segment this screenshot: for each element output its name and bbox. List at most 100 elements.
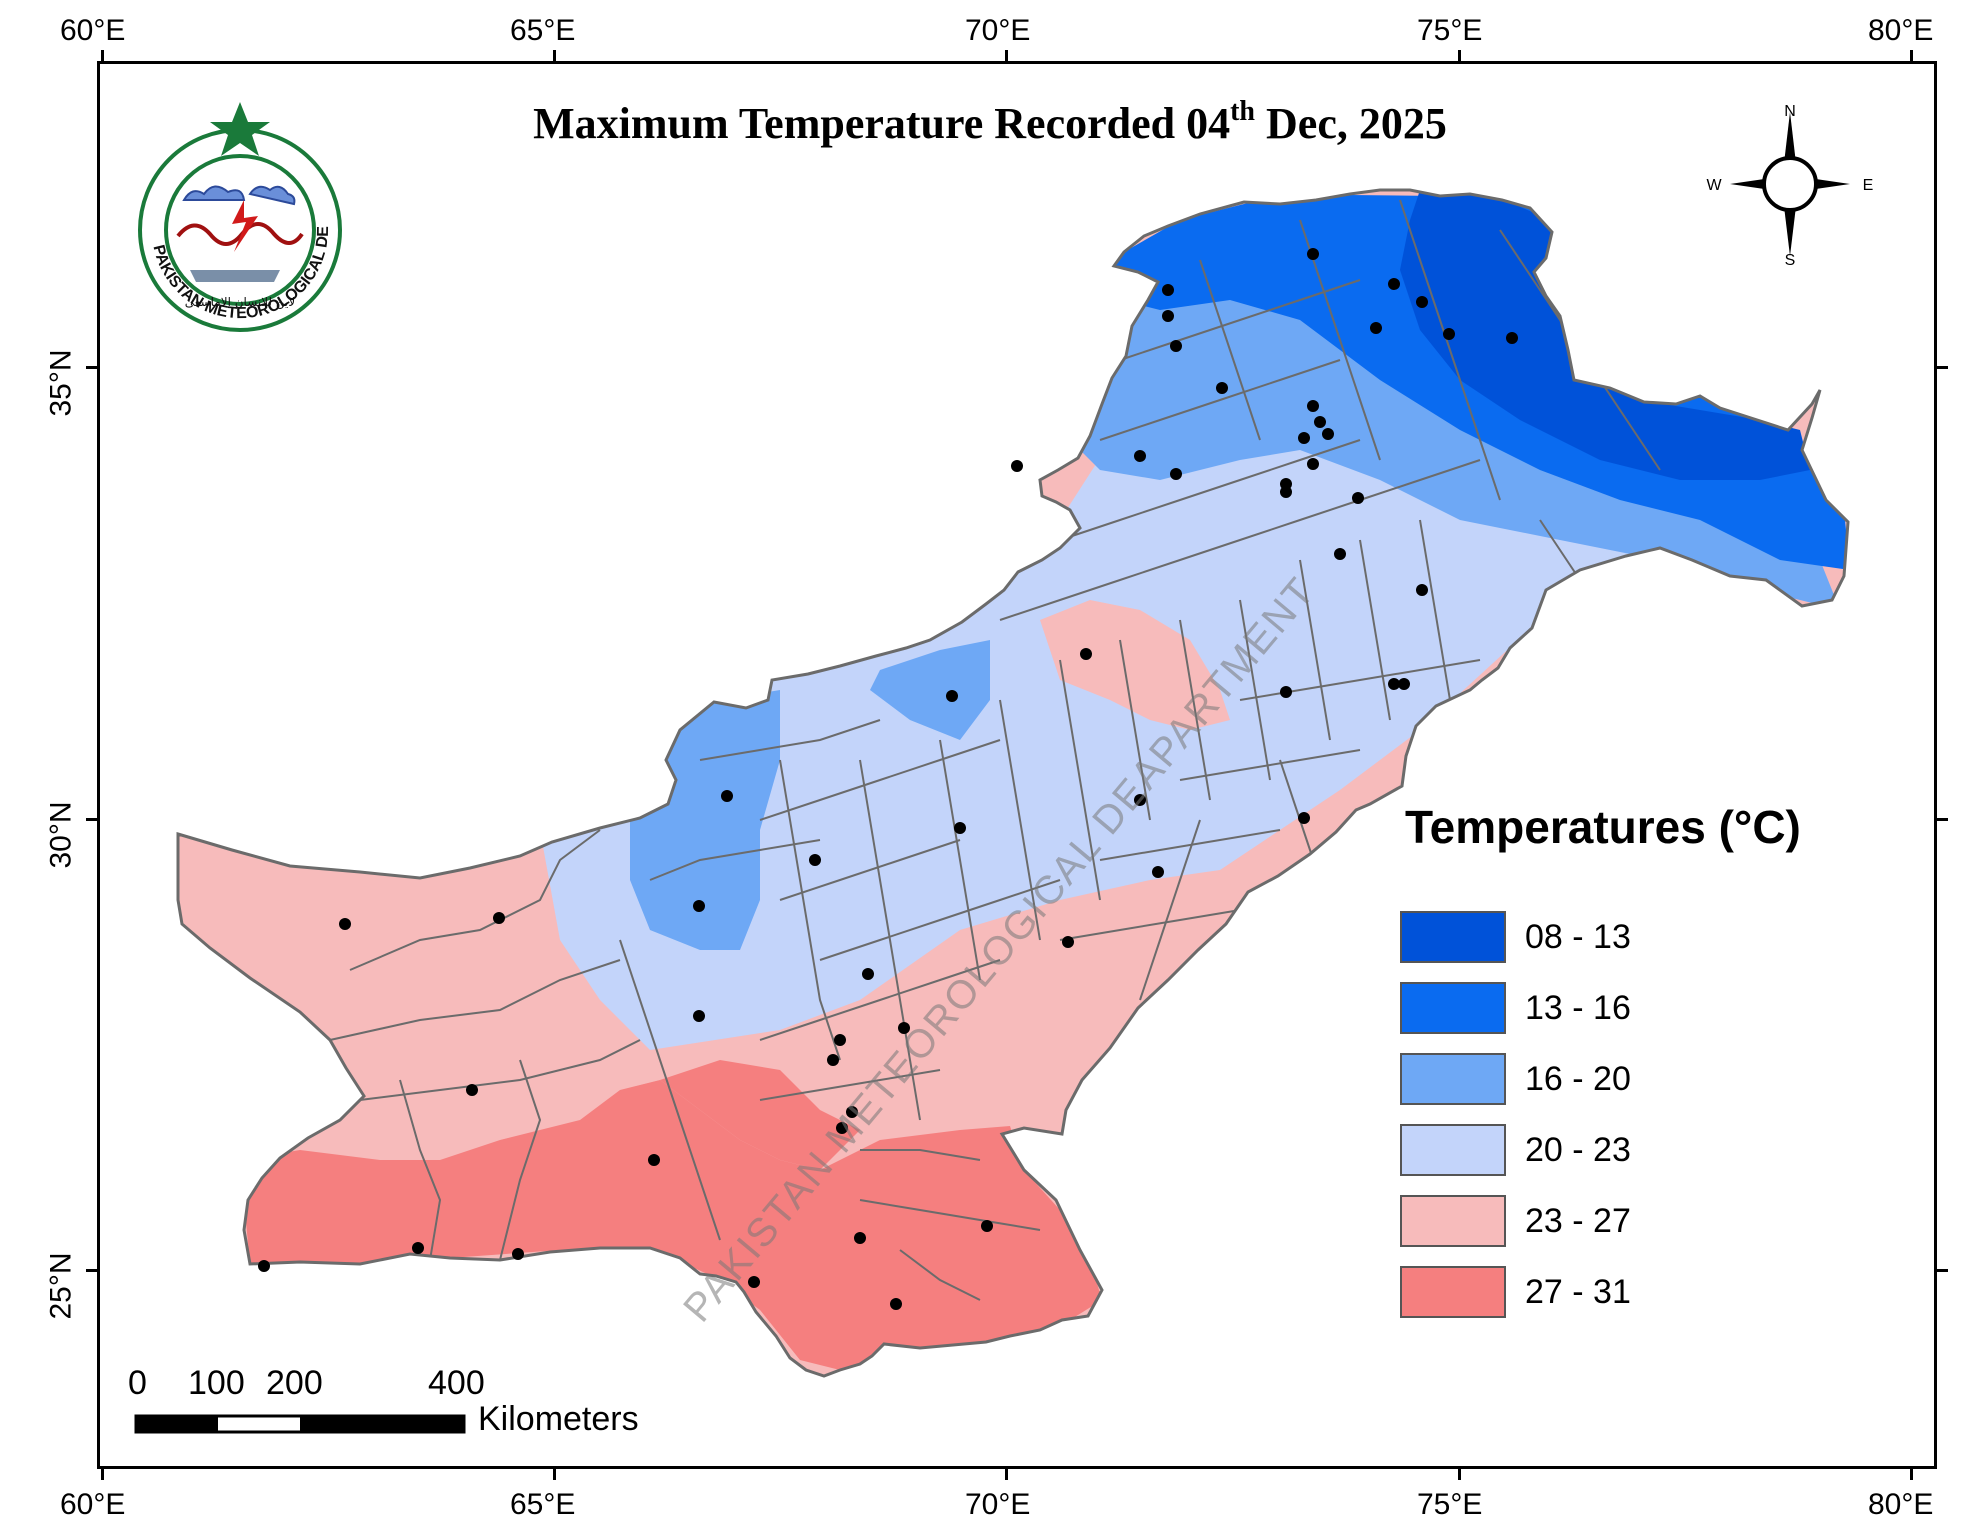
tick-mark [1936,366,1948,369]
station-marker [854,1232,866,1244]
tick-mark [1910,1468,1913,1480]
tick-mark [86,366,98,369]
scale-tick-label: 200 [266,1364,323,1402]
bottom-lon-label: 60°E [60,1488,126,1521]
legend-label: 13 - 16 [1525,989,1631,1027]
station-marker [1298,432,1310,444]
tick-mark [86,818,98,821]
tick-mark [1005,1468,1008,1480]
station-marker [827,1054,839,1066]
station-marker [1398,678,1410,690]
top-lon-label: 70°E [965,14,1031,47]
station-marker [981,1220,993,1232]
station-marker [1170,468,1182,480]
title-main-text: Maximum Temperature Recorded 04 [533,99,1231,148]
station-marker [1322,428,1334,440]
station-marker [809,854,821,866]
station-marker [846,1106,858,1118]
legend-label: 16 - 20 [1525,1060,1631,1098]
station-marker [1080,648,1092,660]
station-marker [898,1022,910,1034]
tick-mark [553,50,556,62]
scale-bar [134,1414,466,1434]
bottom-lon-label: 80°E [1868,1488,1934,1521]
pmd-logo-text: PAKISTAN METEOROLOGICAL DEPARTMENT لاین … [130,120,332,322]
tick-mark [1936,818,1948,821]
svg-text:PAKISTAN METEOROLOGICAL DEPART: PAKISTAN METEOROLOGICAL DEPARTMENT [130,120,332,322]
compass-w-label: W [1706,177,1722,194]
legend-label: 23 - 27 [1525,1202,1631,1240]
station-marker [834,1034,846,1046]
station-marker [339,918,351,930]
station-marker [1307,400,1319,412]
legend-swatch [1400,1053,1506,1105]
station-marker [721,790,733,802]
station-marker [1298,812,1310,824]
tick-mark [1936,1269,1948,1272]
tick-mark [101,1468,104,1480]
legend-label: 20 - 23 [1525,1131,1631,1169]
station-marker [1352,492,1364,504]
station-marker [1280,486,1292,498]
station-marker [1443,328,1455,340]
tick-mark [553,1468,556,1480]
pmd-logo [138,102,342,332]
bottom-lon-label: 70°E [965,1488,1031,1521]
scale-tick-label: 0 [128,1364,147,1402]
legend-swatch [1400,982,1506,1034]
station-marker [1062,936,1074,948]
station-marker [748,1276,760,1288]
north-arrow: N S W E [1706,103,1873,269]
station-marker [1506,332,1518,344]
tick-mark [1458,50,1461,62]
station-marker [1307,248,1319,260]
map-title: Maximum Temperature Recorded 04th Dec, 2… [0,96,1980,149]
legend-title: Temperatures (°C) [1405,801,1801,853]
station-marker [1162,284,1174,296]
station-marker [1416,296,1428,308]
map-frame [97,61,1937,1469]
logo-ring-text: PAKISTAN METEOROLOGICAL DEPARTMENT [130,120,332,322]
station-marker [1314,416,1326,428]
bottom-lon-label: 75°E [1417,1488,1483,1521]
tick-mark [101,50,104,62]
station-marker [512,1248,524,1260]
station-marker [1334,548,1346,560]
legend-swatch [1400,911,1506,963]
station-marker [493,912,505,924]
legend-swatch [1400,1195,1506,1247]
scale-tick-label: 400 [428,1364,485,1402]
tick-mark [86,1269,98,1272]
legend-label: 27 - 31 [1525,1273,1631,1311]
station-marker [1388,678,1400,690]
logo-motto: لاین للانسان الاماسعی [185,295,295,310]
station-marker [1134,450,1146,462]
station-marker [412,1242,424,1254]
compass-center [1762,156,1818,212]
station-marker [1388,278,1400,290]
station-marker [1152,866,1164,878]
scale-unit-label: Kilometers [478,1400,639,1438]
station-marker [258,1260,270,1272]
top-lon-label: 65°E [510,14,576,47]
tick-mark [1458,1468,1461,1480]
legend-swatch [1400,1124,1506,1176]
legend-label: 08 - 13 [1525,918,1631,956]
title-date-text: Dec, 2025 [1255,99,1447,148]
compass-s-label: S [1785,252,1796,269]
tick-mark [1005,50,1008,62]
weather-stations [258,248,1518,1310]
station-marker [1011,460,1023,472]
station-marker [693,900,705,912]
top-lon-label: 75°E [1417,14,1483,47]
scale-tick-label: 100 [188,1364,245,1402]
station-marker [954,822,966,834]
station-marker [1370,322,1382,334]
left-lat-label: 25°N [44,1252,78,1320]
top-lon-label: 60°E [60,14,126,47]
left-lat-label: 35°N [44,349,78,417]
station-marker [693,1010,705,1022]
tick-mark [1910,50,1913,62]
left-lat-label: 30°N [44,801,78,869]
station-marker [836,1122,848,1134]
